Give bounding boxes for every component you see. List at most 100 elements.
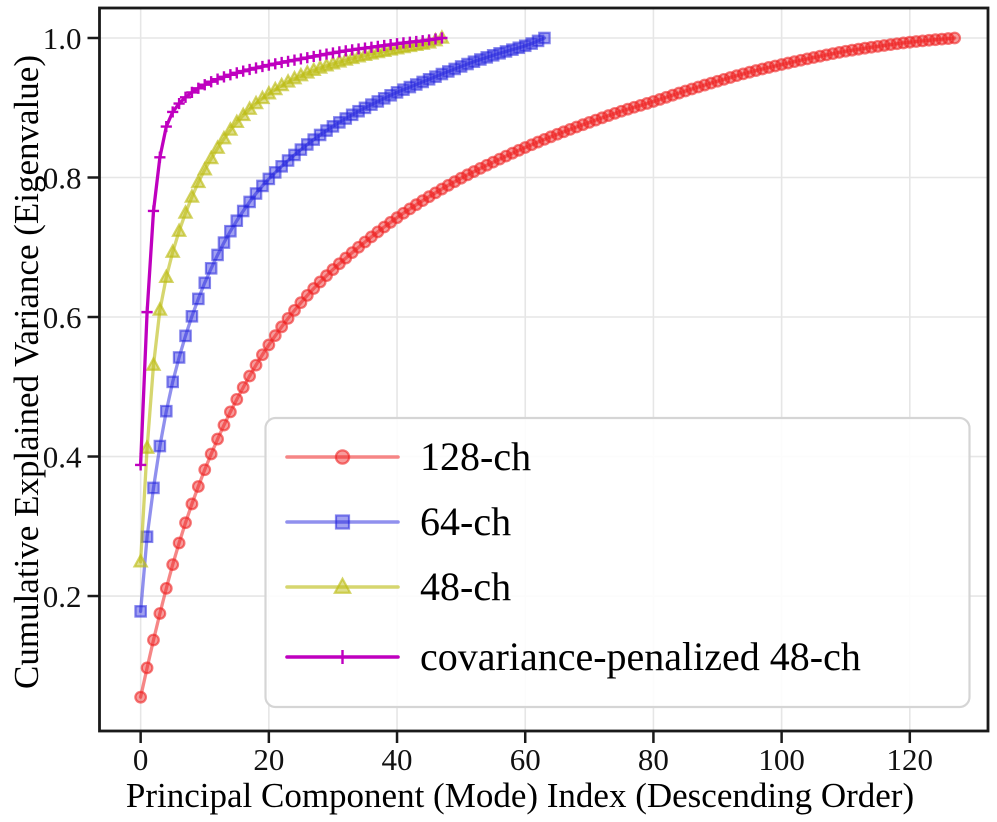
marker-square xyxy=(339,112,353,125)
marker-square xyxy=(166,375,179,389)
legend-box xyxy=(264,416,971,709)
marker-triangle xyxy=(216,129,232,145)
marker-square xyxy=(352,104,365,118)
marker-circle xyxy=(409,198,423,212)
legend-label-64-ch: 64-ch xyxy=(420,499,511,544)
y-tick-label-0.4: 0.4 xyxy=(43,440,82,475)
marker-circle xyxy=(454,171,468,185)
marker-square xyxy=(512,41,526,55)
marker-circle xyxy=(499,149,513,163)
axes-spines xyxy=(98,6,990,733)
marker-circle xyxy=(525,138,539,152)
marker-triangle xyxy=(171,222,188,237)
marker-square xyxy=(371,95,385,108)
marker-circle xyxy=(268,329,282,343)
marker-square xyxy=(198,276,212,290)
marker-plus xyxy=(141,306,153,318)
marker-circle xyxy=(159,581,173,595)
marker-plus xyxy=(135,459,147,471)
marker-triangle xyxy=(139,439,156,454)
series-markers-64-ch xyxy=(134,31,551,618)
x-tick-label-80: 80 xyxy=(638,742,669,777)
marker-plus xyxy=(173,97,185,110)
marker-square xyxy=(326,120,340,133)
y-axis-label: Cumulative Explained Variance (Eigenvalu… xyxy=(7,55,46,689)
marker-plus xyxy=(147,205,160,217)
marker-circle xyxy=(275,320,289,334)
marker-circle xyxy=(236,381,250,394)
y-tick-label-1: 1.0 xyxy=(43,21,82,56)
marker-square xyxy=(397,83,410,96)
marker-square xyxy=(224,224,237,238)
marker-circle xyxy=(531,135,545,149)
x-tick-label-120: 120 xyxy=(887,742,934,777)
marker-square xyxy=(429,70,442,83)
marker-square xyxy=(159,404,173,418)
marker-square xyxy=(461,57,474,71)
marker-square xyxy=(538,31,551,45)
marker-plus xyxy=(335,650,350,664)
marker-circle xyxy=(140,661,154,675)
marker-plus xyxy=(160,120,172,133)
marker-circle xyxy=(518,141,532,154)
legend: 128-ch 64-ch 48-ch covariance-penalized 48-… xyxy=(264,416,971,709)
marker-circle xyxy=(198,463,212,477)
marker-plus xyxy=(288,54,301,66)
marker-circle xyxy=(172,536,186,550)
marker-plus xyxy=(436,32,448,44)
marker-triangle xyxy=(203,149,220,165)
marker-circle xyxy=(179,516,192,530)
marker-square xyxy=(384,89,397,102)
marker-square xyxy=(499,45,513,58)
marker-circle xyxy=(544,130,558,144)
marker-plus xyxy=(250,62,262,74)
marker-circle xyxy=(147,633,160,647)
marker-plus xyxy=(263,59,275,71)
marker-square xyxy=(345,108,359,122)
marker-circle xyxy=(223,405,237,419)
y-tick-label-0.8: 0.8 xyxy=(43,161,82,196)
marker-plus xyxy=(308,50,320,63)
marker-plus xyxy=(244,63,256,76)
marker-square xyxy=(147,481,160,495)
marker-circle xyxy=(435,182,449,196)
marker-square xyxy=(518,39,532,53)
marker-circle xyxy=(473,161,487,175)
marker-square xyxy=(480,51,494,64)
marker-plus xyxy=(192,82,204,94)
series-line-64-ch xyxy=(138,36,547,614)
x-tick-label-20: 20 xyxy=(253,742,284,777)
marker-circle xyxy=(467,165,481,178)
marker-circle xyxy=(256,348,269,362)
marker-square xyxy=(531,34,545,48)
marker-plus xyxy=(231,67,243,79)
marker-square xyxy=(134,605,147,618)
marker-square xyxy=(416,75,429,89)
marker-circle xyxy=(480,158,494,172)
marker-square xyxy=(236,204,250,218)
marker-plus xyxy=(237,65,249,77)
marker-triangle xyxy=(183,188,200,203)
marker-circle xyxy=(334,449,351,465)
marker-circle xyxy=(512,143,526,157)
marker-square xyxy=(249,187,263,200)
marker-circle xyxy=(416,194,430,208)
legend-item-covariance-penalized-48-ch: covariance-penalized 48-ch xyxy=(285,634,861,679)
marker-plus xyxy=(276,56,288,69)
marker-plus xyxy=(224,69,236,81)
x-tick-label-0: 0 xyxy=(133,742,149,777)
marker-triangle xyxy=(132,552,149,568)
marker-square xyxy=(377,92,391,105)
y-tick-label-0.2: 0.2 xyxy=(43,579,82,614)
marker-circle xyxy=(243,369,257,383)
marker-square xyxy=(365,98,378,111)
x-axis-ticks: 0 20 40 60 80 100 120 xyxy=(133,731,933,777)
marker-square xyxy=(217,236,231,249)
marker-square xyxy=(467,55,481,69)
marker-square xyxy=(403,80,417,94)
marker-triangle xyxy=(222,121,239,136)
marker-circle xyxy=(153,607,167,620)
marker-square xyxy=(435,67,449,81)
marker-square xyxy=(442,65,455,78)
